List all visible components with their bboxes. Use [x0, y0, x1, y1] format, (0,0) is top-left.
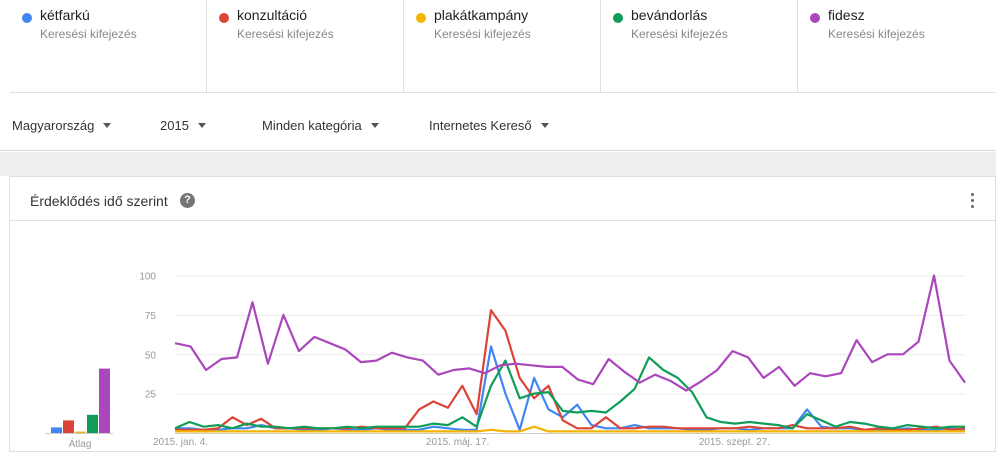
- interest-chart: Átlag 25 50 75 100 2015. jan. 4. 2015. máj. 17…: [45, 272, 966, 450]
- region-label: Magyarország: [12, 118, 95, 133]
- term-type: Keresési kifejezés: [828, 27, 925, 41]
- card-header: Érdeklődés idő szerint ?: [10, 177, 995, 221]
- term-card-bevandorlas[interactable]: bevándorlás Keresési kifejezés: [601, 0, 798, 93]
- term-card-konzultacio[interactable]: konzultáció Keresési kifejezés: [207, 0, 404, 93]
- series-line-kétfarkú: [175, 345, 966, 431]
- term-name: kétfarkú: [40, 7, 90, 23]
- term-type: Keresési kifejezés: [434, 27, 531, 41]
- dropdown-arrow-icon: [540, 123, 549, 129]
- interest-over-time-card: Érdeklődés idő szerint ? Átlag 25 50 75 100 2…: [9, 176, 996, 452]
- help-icon[interactable]: ?: [180, 193, 195, 208]
- x-tick-label: 2015. jan. 4.: [153, 437, 208, 448]
- period-dropdown[interactable]: 2015: [160, 118, 206, 133]
- term-type: Keresési kifejezés: [237, 27, 334, 41]
- card-title: Érdeklődés idő szerint: [30, 193, 168, 209]
- term-name: plakátkampány: [434, 7, 529, 23]
- dropdown-arrow-icon: [197, 123, 206, 129]
- series-line-konzultáció: [175, 309, 966, 431]
- average-bar-3: [75, 431, 86, 433]
- average-bar-1: [51, 427, 62, 433]
- dropdown-arrow-icon: [103, 123, 112, 129]
- term-card-plakatkampany[interactable]: plakátkampány Keresési kifejezés: [404, 0, 601, 93]
- series-line-fidesz: [174, 274, 966, 392]
- average-label: Átlag: [69, 437, 92, 450]
- term-name: konzultáció: [237, 7, 308, 23]
- term-type: Keresési kifejezés: [631, 27, 728, 41]
- y-tick-label: 50: [145, 350, 157, 361]
- term-card-ketfarku[interactable]: kétfarkú Keresési kifejezés: [10, 0, 207, 93]
- series-color-dot: [416, 13, 426, 23]
- filters-bar: Magyarország 2015 Minden kategória Inter…: [0, 94, 996, 151]
- category-dropdown[interactable]: Minden kategória: [262, 118, 379, 133]
- search-type-dropdown[interactable]: Internetes Kereső: [429, 118, 549, 133]
- series-color-dot: [22, 13, 32, 23]
- series-color-dot: [810, 13, 820, 23]
- y-tick-label: 100: [139, 272, 156, 283]
- y-tick-label: 75: [145, 311, 157, 322]
- series-color-dot: [219, 13, 229, 23]
- x-tick-label: 2015. szept. 27.: [699, 437, 770, 448]
- series-color-dot: [613, 13, 623, 23]
- term-name: bevándorlás: [631, 7, 708, 23]
- y-tick-label: 25: [145, 390, 157, 401]
- search-type-label: Internetes Kereső: [429, 118, 532, 133]
- series-line-plakátkampány: [175, 425, 965, 433]
- average-bar-5: [99, 368, 110, 433]
- category-label: Minden kategória: [262, 118, 362, 133]
- region-dropdown[interactable]: Magyarország: [12, 118, 112, 133]
- x-tick-label: 2015. máj. 17.: [426, 437, 489, 448]
- dropdown-arrow-icon: [370, 123, 379, 129]
- term-type: Keresési kifejezés: [40, 27, 137, 41]
- more-vert-icon[interactable]: [967, 191, 979, 211]
- term-name: fidesz: [828, 7, 865, 23]
- section-divider: [0, 152, 996, 176]
- average-bar-4: [87, 414, 98, 433]
- search-terms-bar: kétfarkú Keresési kifejezés konzultáció …: [10, 0, 996, 93]
- term-card-fidesz[interactable]: fidesz Keresési kifejezés: [798, 0, 995, 93]
- series-line-bevándorlás: [174, 356, 965, 430]
- period-label: 2015: [160, 118, 189, 133]
- average-bar-2: [63, 420, 74, 433]
